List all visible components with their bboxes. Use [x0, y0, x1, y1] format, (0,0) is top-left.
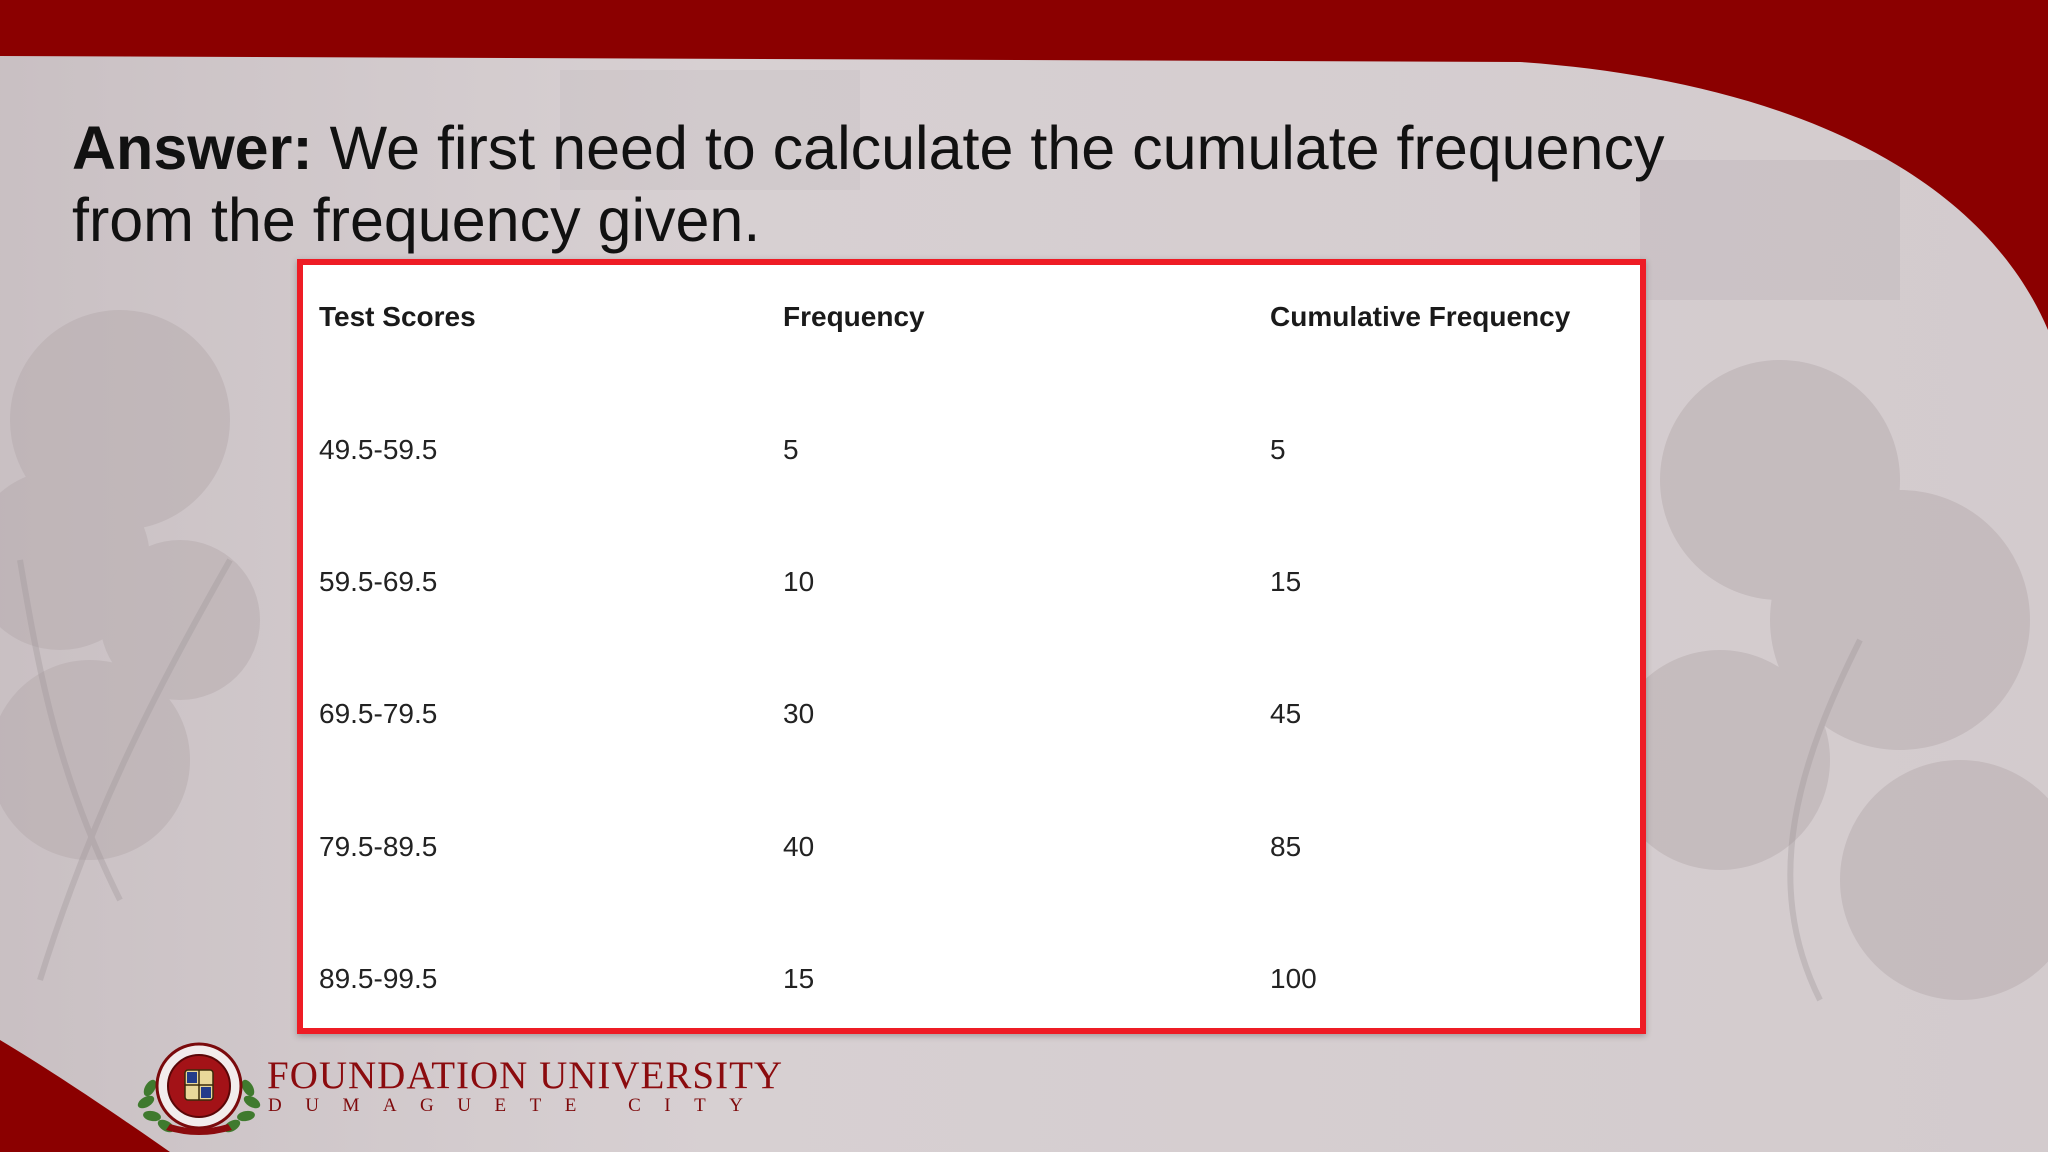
header-test-scores: Test Scores	[319, 301, 476, 332]
table-row: 89.5-99.5 15 100	[303, 949, 1640, 1009]
cell-frequency: 5	[783, 434, 799, 465]
table-row: 79.5-89.5 40 85	[303, 817, 1640, 877]
title-text: We first need to calculate the cumulate …	[72, 114, 1665, 254]
frequency-table: Test Scores Frequency Cumulative Frequen…	[297, 259, 1646, 1034]
title-bold-label: Answer:	[72, 114, 313, 182]
university-seal-icon	[137, 1042, 261, 1135]
table-header-row: Test Scores Frequency Cumulative Frequen…	[303, 287, 1640, 347]
bottom-maroon-swoosh	[0, 1040, 170, 1152]
cell-cumulative-frequency: 85	[1270, 831, 1302, 862]
table-row: 69.5-79.5 30 45	[303, 684, 1640, 744]
top-maroon-swoosh	[0, 0, 2048, 330]
slide-title: Answer: We first need to calculate the c…	[72, 112, 1692, 256]
cell-frequency: 10	[783, 566, 815, 597]
cell-cumulative-frequency: 5	[1270, 434, 1286, 465]
cell-cumulative-frequency: 15	[1270, 566, 1302, 597]
cell-cumulative-frequency: 45	[1270, 698, 1302, 729]
university-name: FOUNDATION UNIVERSITY	[267, 1054, 784, 1097]
cell-test-scores: 49.5-59.5	[319, 434, 438, 465]
cell-test-scores: 59.5-69.5	[319, 566, 438, 597]
background-photo-silhouette	[0, 70, 2048, 1000]
cell-test-scores: 69.5-79.5	[319, 698, 438, 729]
cell-test-scores: 79.5-89.5	[319, 831, 438, 862]
cell-frequency: 15	[783, 963, 815, 994]
header-frequency: Frequency	[783, 301, 925, 332]
header-cumulative-frequency: Cumulative Frequency	[1270, 301, 1571, 332]
cell-frequency: 30	[783, 698, 815, 729]
table-row: 59.5-69.5 10 15	[303, 552, 1640, 612]
table-row: 49.5-59.5 5 5	[303, 420, 1640, 480]
cell-test-scores: 89.5-99.5	[319, 963, 438, 994]
university-city: DUMAGUETE CITY	[268, 1095, 767, 1116]
cell-cumulative-frequency: 100	[1270, 963, 1317, 994]
cell-frequency: 40	[783, 831, 815, 862]
